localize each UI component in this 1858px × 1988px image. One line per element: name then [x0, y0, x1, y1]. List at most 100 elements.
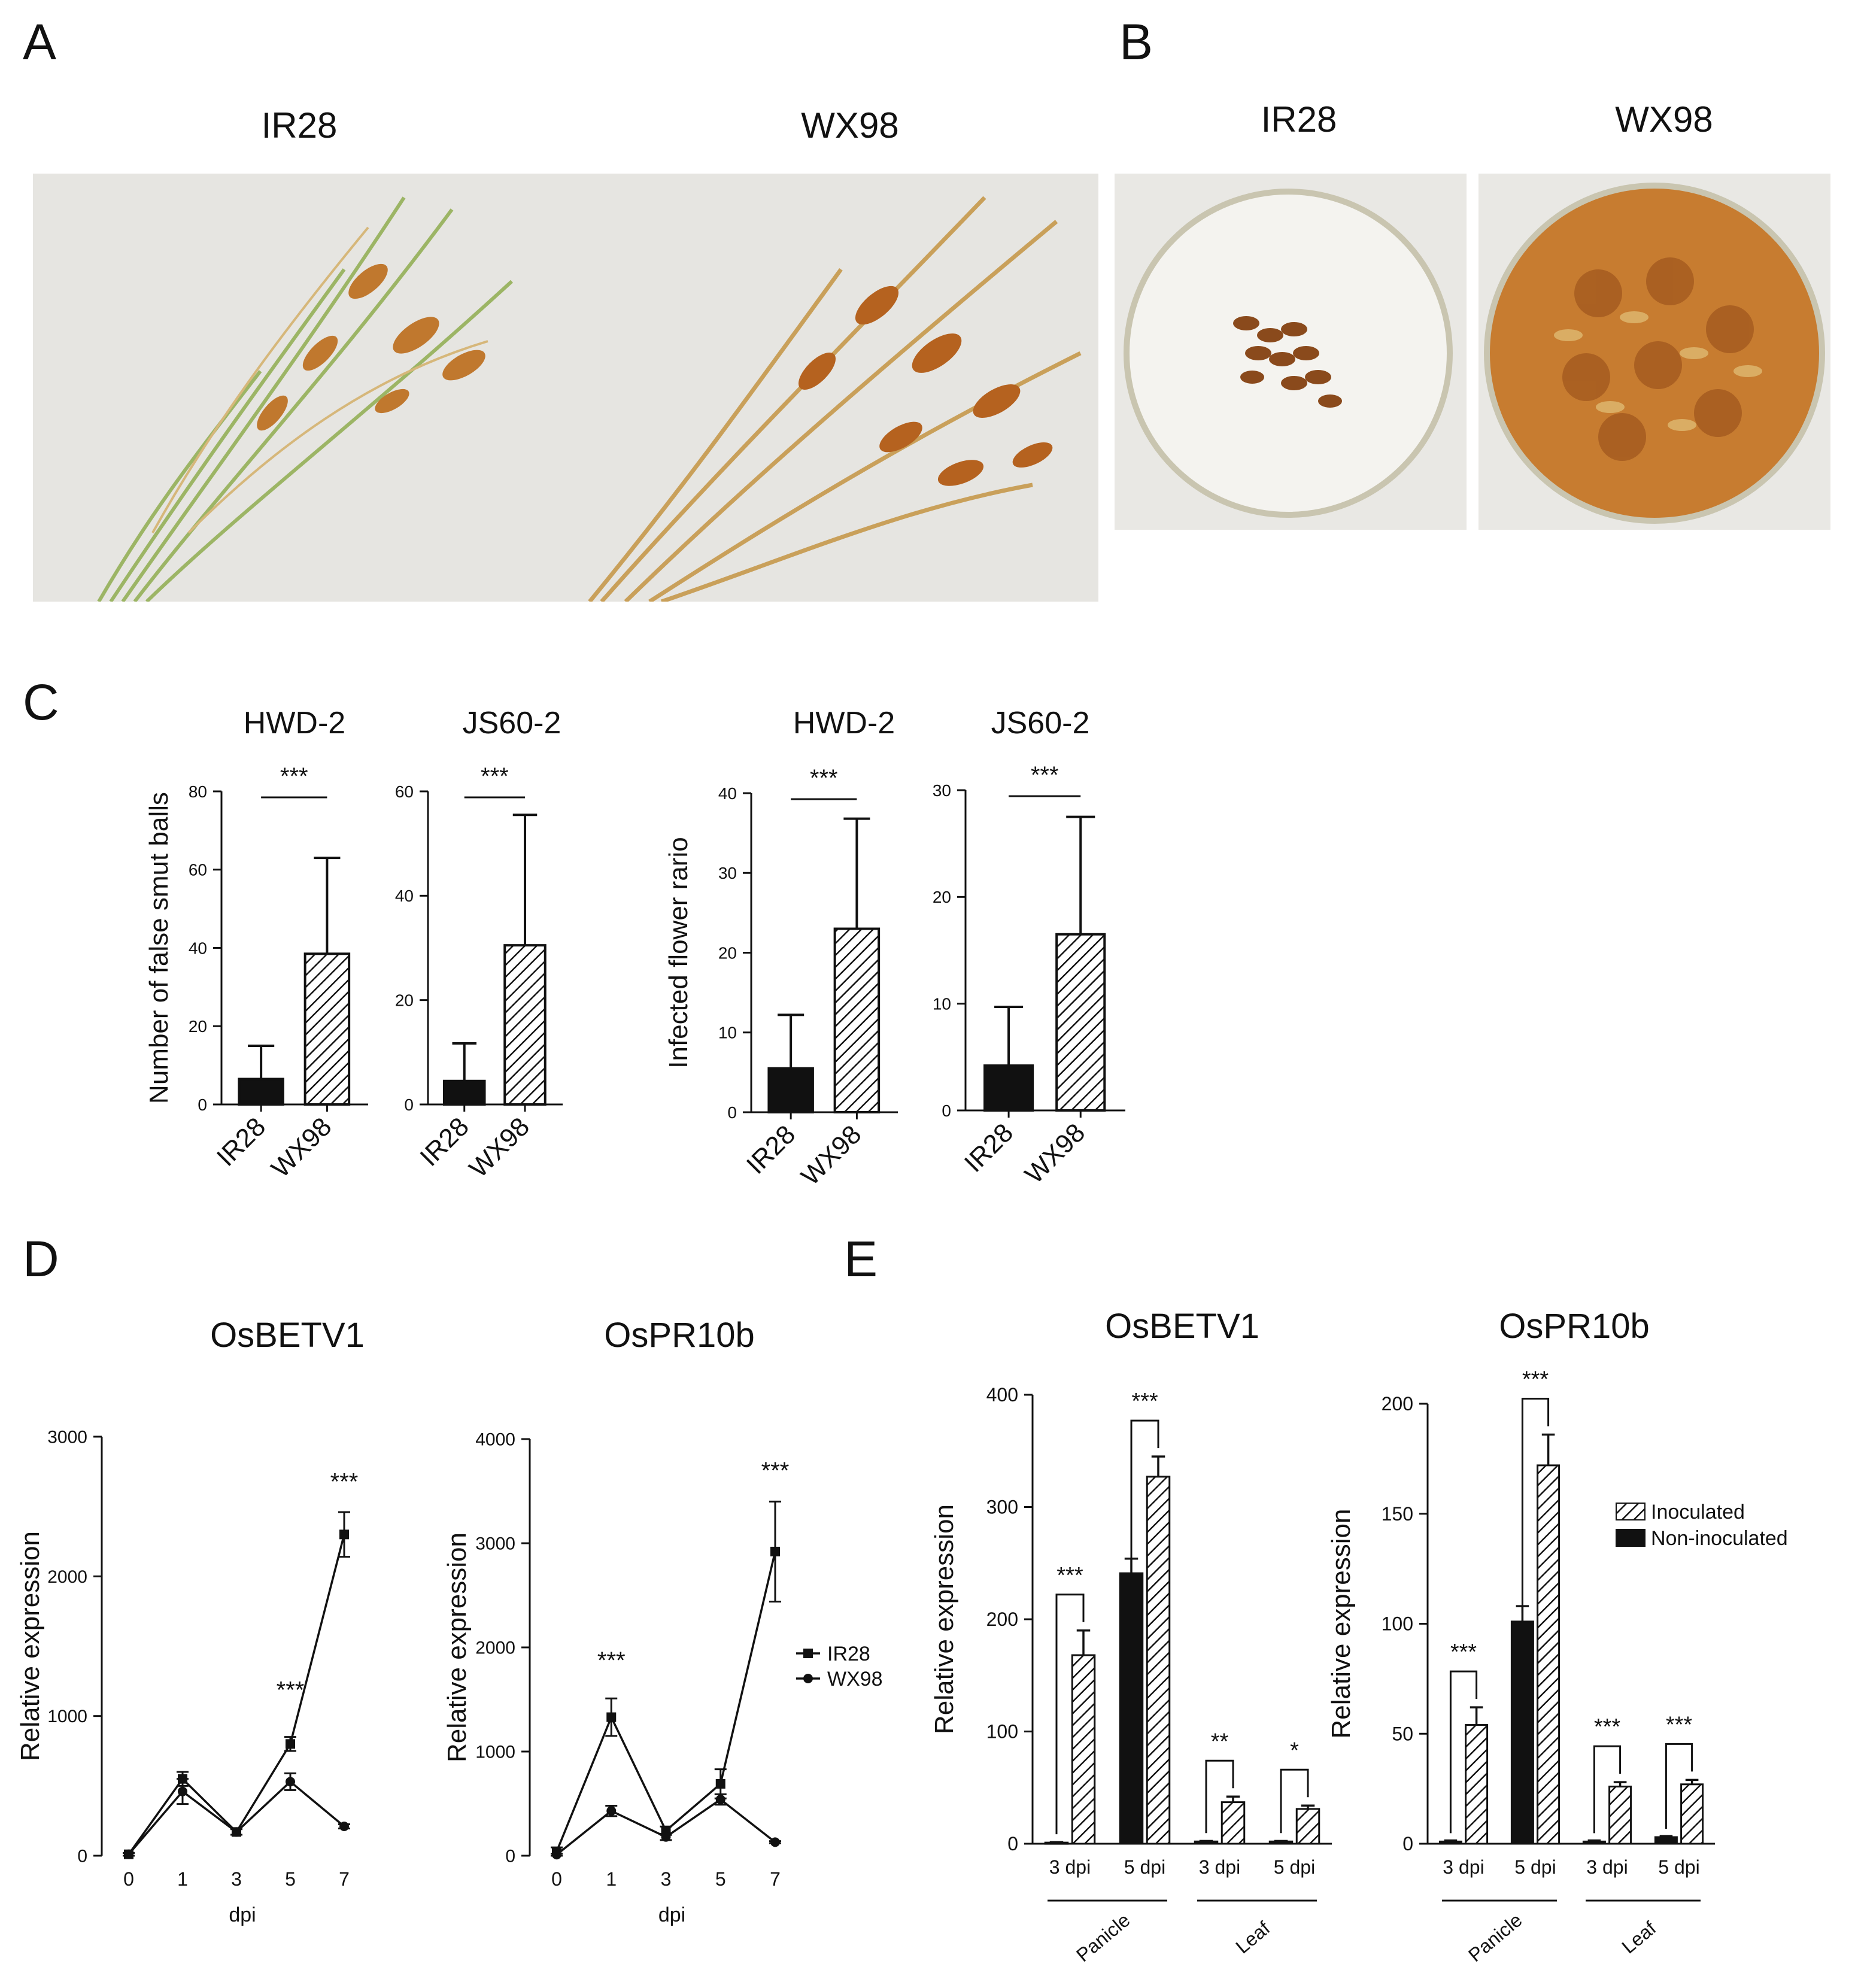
y-tick-label: 100 [1382, 1613, 1413, 1635]
x-tick-label: WX98 [266, 1112, 337, 1183]
x-tick-label: IR28 [959, 1118, 1019, 1177]
significance-bracket [1130, 1419, 1159, 1565]
x-tick-label: 0 [551, 1868, 562, 1890]
y-tick-label: 20 [395, 991, 414, 1009]
significance-bracket [1205, 1759, 1234, 1834]
bar-inoculated [1295, 1808, 1320, 1845]
bar-non-inoculated [1438, 1840, 1462, 1845]
chart-title: OsPR10b [1499, 1307, 1649, 1346]
legend-label: Inoculated [1651, 1501, 1745, 1523]
y-tick-label: 4000 [475, 1430, 515, 1450]
legend-label: IR28 [827, 1643, 870, 1665]
y-tick-label: 0 [942, 1101, 951, 1120]
chart-title: JS60-2 [463, 706, 561, 740]
legend-marker [803, 1649, 813, 1658]
y-axis-label: Relative expression [1326, 1509, 1356, 1739]
panel-letter-b: B [1119, 14, 1153, 70]
data-point-wx98 [606, 1806, 617, 1816]
bar-ir28 [443, 1079, 486, 1106]
data-point-ir28 [286, 1739, 295, 1749]
y-tick-label: 20 [718, 943, 737, 962]
bar-non-inoculated [1510, 1620, 1534, 1845]
y-tick-label: 0 [1402, 1833, 1413, 1855]
group-label: Panicle [1464, 1909, 1526, 1966]
y-axis-label: Relative expression [442, 1532, 472, 1762]
data-point-ir28 [715, 1778, 725, 1789]
group-label: Panicle [1072, 1909, 1134, 1966]
y-tick-label: 3000 [475, 1534, 515, 1554]
y-tick-label: 0 [404, 1095, 414, 1114]
y-axis-label: Relative expression [930, 1504, 959, 1734]
chart-title: HWD-2 [793, 706, 895, 740]
series-line-ir28 [127, 1534, 345, 1855]
x-tick-label: 5 dpi [1274, 1856, 1315, 1878]
x-tick-label: 3 dpi [1443, 1856, 1484, 1878]
significance-mark: *** [1522, 1367, 1549, 1392]
x-tick-label: 3 [661, 1868, 672, 1890]
significance-bracket [1055, 1594, 1085, 1835]
data-point-wx98 [286, 1777, 295, 1787]
y-tick-label: 300 [986, 1497, 1018, 1518]
bar-ir28 [983, 1064, 1034, 1112]
x-tick-label: 5 [715, 1868, 726, 1890]
y-tick-label: 40 [718, 784, 737, 803]
x-tick-label: 3 dpi [1586, 1856, 1628, 1878]
x-tick-label: 0 [123, 1868, 134, 1890]
bar-wx98 [503, 944, 547, 1106]
y-tick-label: 20 [189, 1017, 207, 1036]
data-point-ir28 [606, 1712, 617, 1722]
y-tick-label: 0 [727, 1103, 737, 1122]
significance-mark: *** [481, 763, 509, 790]
significance-mark: *** [1131, 1389, 1158, 1414]
photo-label-wx98-b: WX98 [1615, 99, 1713, 139]
bar-non-inoculated [1654, 1836, 1678, 1845]
y-tick-label: 30 [933, 781, 951, 800]
y-tick-label: 100 [986, 1721, 1018, 1743]
y-tick-label: 10 [718, 1024, 737, 1042]
significance-bracket [1521, 1397, 1550, 1613]
data-point-wx98 [661, 1832, 671, 1842]
y-tick-label: 0 [77, 1847, 87, 1866]
y-tick-label: 10 [933, 994, 951, 1013]
bar-wx98 [303, 952, 351, 1106]
panel-letter-a: A [23, 14, 57, 70]
chart-title: OsBETV1 [210, 1316, 365, 1355]
bar-inoculated [1071, 1654, 1096, 1845]
legend-label: Non-inoculated [1651, 1527, 1788, 1550]
panicle-photo-wx98 [566, 174, 1098, 602]
significance-mark: *** [597, 1647, 626, 1674]
y-tick-label: 80 [189, 782, 207, 801]
bar-non-inoculated [1119, 1572, 1144, 1845]
data-point-wx98 [124, 1849, 133, 1859]
series-line-ir28 [555, 1551, 776, 1852]
bar-wx98 [833, 927, 881, 1114]
y-tick-label: 150 [1382, 1503, 1413, 1525]
significance-mark: *** [1450, 1640, 1477, 1665]
x-axis-label: dpi [229, 1904, 256, 1926]
y-axis-label: Number of false smut balls [144, 792, 174, 1104]
significance-mark: *** [1666, 1712, 1693, 1737]
legend-swatch [1616, 1503, 1646, 1520]
x-tick-label: 5 dpi [1514, 1856, 1556, 1878]
photo-label-ir28-a: IR28 [261, 105, 338, 145]
petri-dish-photo-ir28 [1115, 174, 1467, 530]
data-point-wx98 [770, 1837, 780, 1847]
chart-title: OsBETV1 [1105, 1307, 1259, 1346]
y-axis-label: Relative expression [16, 1531, 45, 1761]
significance-mark: *** [810, 765, 838, 791]
significance-bracket [1280, 1768, 1309, 1834]
y-tick-label: 400 [986, 1384, 1018, 1406]
y-tick-label: 50 [1392, 1723, 1413, 1744]
legend-label: WX98 [827, 1668, 883, 1690]
bar-ir28 [767, 1067, 814, 1114]
x-tick-label: 3 dpi [1049, 1856, 1091, 1878]
x-tick-label: 3 dpi [1199, 1856, 1240, 1878]
y-tick-label: 200 [986, 1608, 1018, 1630]
y-tick-label: 60 [395, 782, 414, 801]
y-tick-label: 3000 [47, 1428, 87, 1447]
y-tick-label: 2000 [475, 1638, 515, 1658]
bar-non-inoculated [1582, 1840, 1606, 1845]
data-point-wx98 [715, 1795, 725, 1805]
data-point-ir28 [339, 1529, 349, 1540]
data-point-wx98 [552, 1850, 561, 1860]
